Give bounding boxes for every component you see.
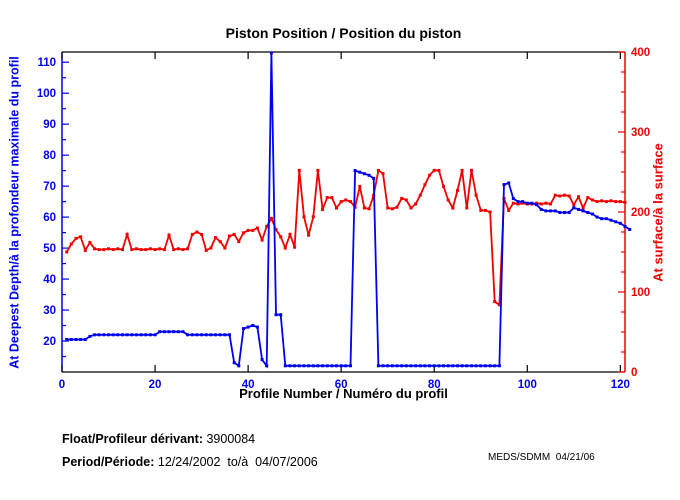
period-line: Period/Période: 12/24/2002 to/à 04/07/20… [62,455,318,469]
svg-text:20: 20 [43,336,56,348]
svg-text:0: 0 [631,367,637,379]
svg-text:40: 40 [43,274,56,286]
svg-text:80: 80 [43,150,56,162]
svg-text:70: 70 [43,181,56,193]
svg-text:100: 100 [518,379,537,391]
svg-text:90: 90 [43,119,56,131]
y-axis-label-left: At Deepest Depth/à la profondeur maximal… [7,56,22,369]
svg-text:30: 30 [43,305,56,317]
svg-text:100: 100 [631,287,650,299]
piston-position-chart: 0 20 40 60 80 100 120 20 30 40 50 60 70 80 90 100 110 0 10… [37,47,650,391]
period-value: 12/24/2002 to/à 04/07/2006 [154,455,318,469]
svg-text:120: 120 [611,379,630,391]
svg-text:0: 0 [59,379,65,391]
svg-text:100: 100 [37,88,56,100]
float-id-label: Float/Profileur dérivant: [62,432,203,446]
float-id-value: 3900084 [203,432,256,446]
svg-text:40: 40 [242,379,255,391]
svg-text:200: 200 [631,207,650,219]
axes: 0 20 40 60 80 100 120 20 30 40 50 60 70 80 90 100 110 0 10… [37,47,650,391]
svg-text:60: 60 [335,379,348,391]
float-id-line: Float/Profileur dérivant: 3900084 [62,432,255,446]
svg-text:60: 60 [43,212,56,224]
series-at-surface [65,168,627,307]
svg-text:80: 80 [428,379,441,391]
chart-title: Piston Position / Position du piston [225,25,462,41]
svg-text:400: 400 [631,47,650,59]
svg-text:110: 110 [37,57,56,69]
credit-text: MEDS/SDMM 04/21/06 [488,452,595,463]
svg-text:50: 50 [43,243,56,255]
y-axis-label-right: At surface/à la surface [650,143,666,282]
series-deepest-depth [65,51,632,369]
svg-text:20: 20 [149,379,162,391]
x-axis-label: Profile Number / Numéro du profil [239,386,448,401]
svg-text:300: 300 [631,127,650,139]
period-label: Period/Période: [62,455,155,469]
